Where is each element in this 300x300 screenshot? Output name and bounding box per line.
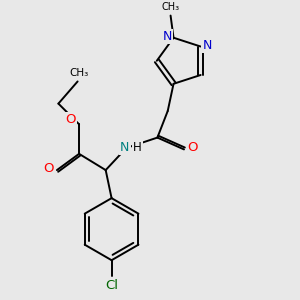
Text: O: O (187, 141, 197, 154)
Text: CH₃: CH₃ (161, 2, 180, 12)
Text: N: N (120, 141, 130, 154)
Text: CH₃: CH₃ (70, 68, 89, 78)
Text: Cl: Cl (105, 279, 118, 292)
Text: O: O (44, 162, 54, 175)
Text: N: N (162, 30, 172, 43)
Text: O: O (66, 113, 76, 126)
Text: N: N (202, 38, 212, 52)
Text: H: H (133, 141, 142, 154)
